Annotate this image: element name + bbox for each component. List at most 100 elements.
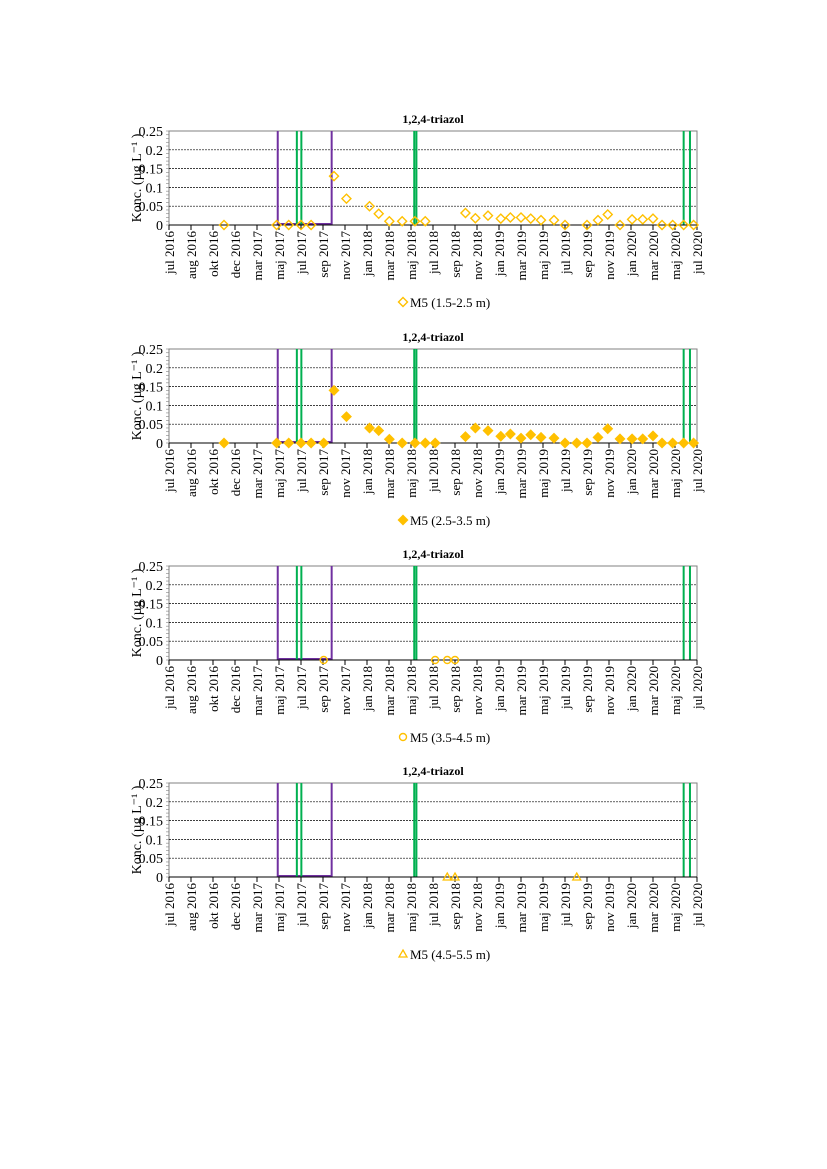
x-tick-label: dec 2016: [228, 231, 243, 279]
x-tick-label: jul 2016: [162, 883, 177, 927]
y-tick-label: 0.2: [146, 796, 164, 811]
data-point: [637, 213, 649, 225]
x-tick-label: jan 2020: [624, 231, 639, 277]
data-point: [667, 437, 679, 449]
y-tick-label: 0.25: [139, 560, 164, 575]
x-tick-label: jul 2016: [162, 449, 177, 493]
x-tick-label: sep 2018: [448, 666, 463, 713]
data-point: [383, 433, 395, 445]
chart-title: 1,2,4-triazol: [402, 330, 464, 344]
y-tick-label: 0.05: [139, 635, 164, 650]
data-point: [419, 437, 431, 449]
chart-title: 1,2,4-triazol: [402, 112, 464, 126]
x-tick-label: jul 2016: [162, 666, 177, 710]
x-tick-label: aug 2016: [184, 883, 199, 932]
x-tick-label: jul 2020: [690, 883, 705, 927]
y-tick-label: 0.15: [139, 815, 164, 830]
x-tick-label: sep 2018: [448, 883, 463, 930]
x-tick-label: sep 2017: [316, 449, 331, 496]
legend-marker: [397, 296, 409, 308]
data-point: [340, 193, 352, 205]
x-tick-label: sep 2017: [316, 231, 331, 278]
plot-area: [168, 565, 698, 661]
legend-label: M5 (2.5-3.5 m): [410, 513, 490, 528]
x-tick-label: jan 2020: [624, 449, 639, 495]
x-tick-label: maj 2019: [536, 449, 551, 498]
x-tick-label: sep 2019: [580, 231, 595, 278]
x-tick-label: okt 2016: [206, 449, 221, 495]
x-tick-label: nov 2018: [470, 666, 485, 715]
x-tick-label: dec 2016: [228, 449, 243, 497]
x-tick-label: nov 2017: [338, 449, 353, 498]
x-tick-label: maj 2019: [536, 666, 551, 715]
data-point: [373, 425, 385, 437]
data-point: [469, 212, 481, 224]
data-point: [295, 219, 307, 231]
y-axis-label: Konc. (µg L⁻¹ ): [130, 351, 145, 440]
data-point: [581, 437, 593, 449]
x-tick-label: jul 2018: [426, 883, 441, 927]
y-tick-label: 0.15: [139, 598, 164, 613]
data-point: [548, 214, 560, 226]
x-tick-label: aug 2016: [184, 231, 199, 280]
y-tick-label: 0.15: [139, 381, 164, 396]
plot-area: [168, 348, 698, 444]
legend-label: M5 (1.5-2.5 m): [410, 295, 490, 310]
chart-3: 1,2,4-triazol 0 0.05 0.1 0.15 0.2 0.25 Konc. (µ…: [0, 543, 827, 758]
x-tick-label: dec 2016: [228, 883, 243, 931]
y-tick-label: 0.05: [139, 200, 164, 215]
data-point: [443, 655, 452, 665]
x-tick-label: sep 2018: [448, 449, 463, 496]
x-tick-label: jul 2020: [690, 449, 705, 493]
x-tick-label: jan 2018: [360, 231, 375, 277]
data-point: [295, 437, 307, 449]
y-tick-label: 0.25: [139, 343, 164, 358]
data-point: [319, 655, 328, 665]
x-tick-label: nov 2017: [338, 666, 353, 715]
chart-title: 1,2,4-triazol: [402, 547, 464, 561]
y-tick-label: 0.05: [139, 418, 164, 433]
data-point: [647, 213, 659, 225]
legend-marker: [397, 514, 409, 526]
x-tick-label: nov 2018: [470, 449, 485, 498]
y-tick-label: 0.2: [146, 362, 164, 377]
x-tick-label: mar 2019: [514, 231, 529, 280]
x-tick-label: mar 2017: [250, 666, 265, 716]
data-point: [495, 213, 507, 225]
data-point: [656, 437, 668, 449]
data-point: [581, 219, 593, 231]
x-tick-label: maj 2018: [404, 666, 419, 715]
data-point: [525, 213, 537, 225]
legend-marker: [397, 948, 409, 958]
x-tick-label: dec 2016: [228, 666, 243, 714]
x-tick-label: maj 2019: [536, 231, 551, 280]
y-tick-label: 0.1: [146, 833, 164, 848]
x-tick-label: sep 2018: [448, 231, 463, 278]
data-point: [283, 437, 295, 449]
x-tick-label: jan 2019: [492, 666, 507, 712]
x-tick-label: jan 2020: [624, 666, 639, 712]
data-point: [626, 433, 638, 445]
data-point: [328, 170, 340, 182]
x-tick-label: nov 2017: [338, 883, 353, 932]
data-point: [667, 219, 679, 231]
data-point: [419, 215, 431, 227]
plot-area: [168, 782, 698, 878]
x-tick-label: mar 2020: [646, 666, 661, 715]
data-point: [614, 433, 626, 445]
x-tick-label: nov 2019: [602, 231, 617, 280]
x-tick-label: nov 2017: [338, 231, 353, 280]
x-tick-label: sep 2017: [316, 883, 331, 930]
data-point: [614, 219, 626, 231]
x-tick-label: jan 2018: [360, 666, 375, 712]
y-tick-label: 0.25: [139, 125, 164, 140]
data-point: [548, 432, 560, 444]
y-tick-label: 0: [156, 437, 163, 452]
data-point: [688, 219, 700, 231]
x-tick-label: mar 2019: [514, 883, 529, 932]
plot-area: [168, 130, 698, 226]
x-tick-label: maj 2020: [668, 666, 683, 715]
data-point: [525, 429, 537, 441]
data-point: [678, 219, 690, 231]
